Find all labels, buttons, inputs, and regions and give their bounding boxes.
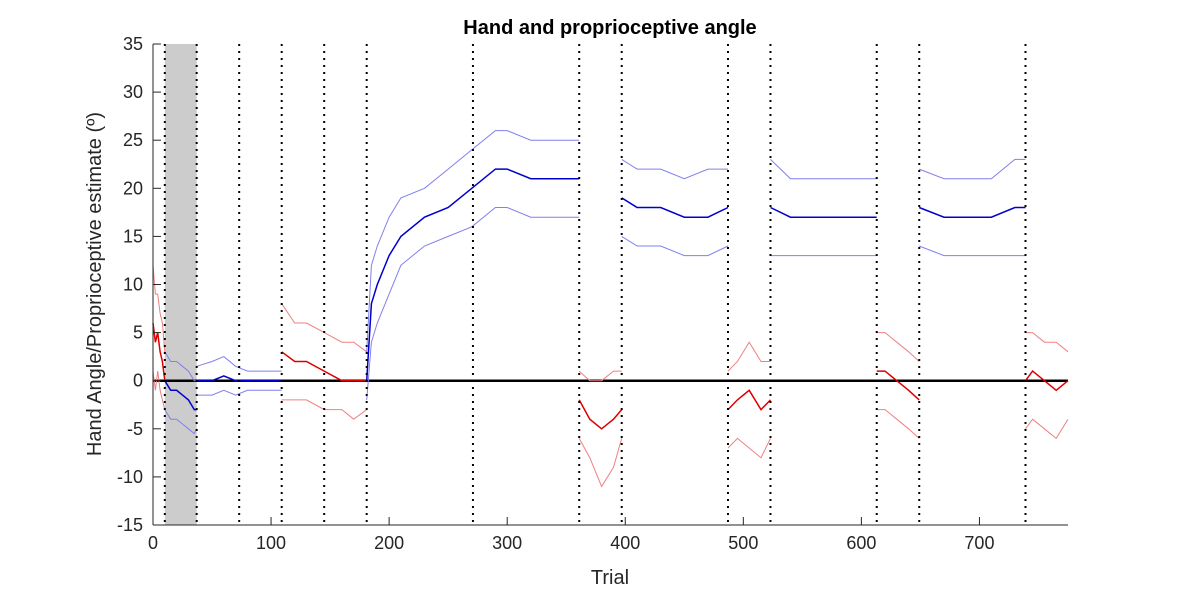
- x-tick-label: 100: [256, 533, 286, 553]
- y-tick-label: 0: [133, 371, 143, 391]
- plot-area: 0 100 200 300 400 500 600 700 -15 -10 -5 0 5 10 15 20 25…: [117, 34, 1069, 553]
- series-hand-upper-4: [366, 130, 580, 352]
- series-proprioceptive-mean-0: [152, 322, 166, 381]
- y-tick-label: -5: [127, 419, 143, 439]
- series-proprioceptive-lower-0: [152, 371, 166, 410]
- series-hand-upper-2: [196, 356, 282, 372]
- y-tick-label: -15: [117, 515, 143, 535]
- series-hand-mean-2: [196, 375, 282, 382]
- y-tick-label: -10: [117, 467, 143, 487]
- series-hand-upper-10: [919, 158, 1026, 180]
- y-tick-label: 20: [123, 178, 143, 198]
- series-hand-mean-8: [770, 206, 877, 218]
- series-proprioceptive-upper-5: [578, 370, 622, 382]
- series-proprioceptive-upper-9: [876, 332, 920, 362]
- series-hand-mean-6: [621, 197, 729, 218]
- series-hand-mean-1: [164, 380, 197, 411]
- series-proprioceptive-mean-3: [281, 351, 367, 382]
- series-proprioceptive-lower-9: [876, 409, 920, 439]
- series-proprioceptive-upper-0: [152, 265, 166, 352]
- series-hand-upper-1: [164, 351, 197, 382]
- series-hand-upper-6: [621, 158, 728, 180]
- series-hand-mean-4: [365, 168, 580, 381]
- series-hand-mean-10: [918, 206, 1026, 218]
- series-hand-lower-10: [919, 245, 1026, 257]
- x-tick-label: 700: [964, 533, 994, 553]
- series-proprioceptive-mean-9: [876, 370, 920, 401]
- series-proprioceptive-lower-11: [1025, 418, 1069, 440]
- y-tick-label: 10: [123, 275, 143, 295]
- series-hand-lower-2: [196, 389, 282, 396]
- y-tick-label: 30: [123, 82, 143, 102]
- y-tick-label: 15: [123, 226, 143, 246]
- series-proprioceptive-upper-11: [1025, 332, 1069, 353]
- x-tick-label: 0: [148, 533, 158, 553]
- shaded-region: [164, 44, 197, 525]
- y-tick-label: 5: [133, 323, 143, 343]
- x-tick-label: 500: [728, 533, 758, 553]
- x-tick-label: 400: [610, 533, 640, 553]
- chart-title: Hand and proprioceptive angle: [463, 17, 756, 39]
- series-hand-upper-8: [770, 159, 877, 180]
- x-tick-label: 300: [492, 533, 522, 553]
- y-axis-label: Hand Angle/Proprioceptive estimate (º): [84, 112, 106, 456]
- x-tick-label: 600: [846, 533, 876, 553]
- x-tick-label: 200: [374, 533, 404, 553]
- y-tick-label: 35: [123, 34, 143, 54]
- series-hand-lower-1: [164, 409, 198, 435]
- series-proprioceptive-upper-7: [727, 341, 771, 372]
- series-proprioceptive-lower-7: [727, 437, 771, 459]
- series-proprioceptive-lower-5: [578, 438, 623, 488]
- series-proprioceptive-mean-7: [727, 389, 772, 411]
- series-proprioceptive-mean-5: [578, 399, 623, 430]
- series-hand-lower-4: [366, 207, 580, 400]
- series-hand-lower-6: [621, 235, 729, 257]
- series-proprioceptive-mean-11: [1024, 370, 1069, 392]
- y-tick-label: 25: [123, 130, 143, 150]
- x-axis-label: Trial: [591, 567, 629, 589]
